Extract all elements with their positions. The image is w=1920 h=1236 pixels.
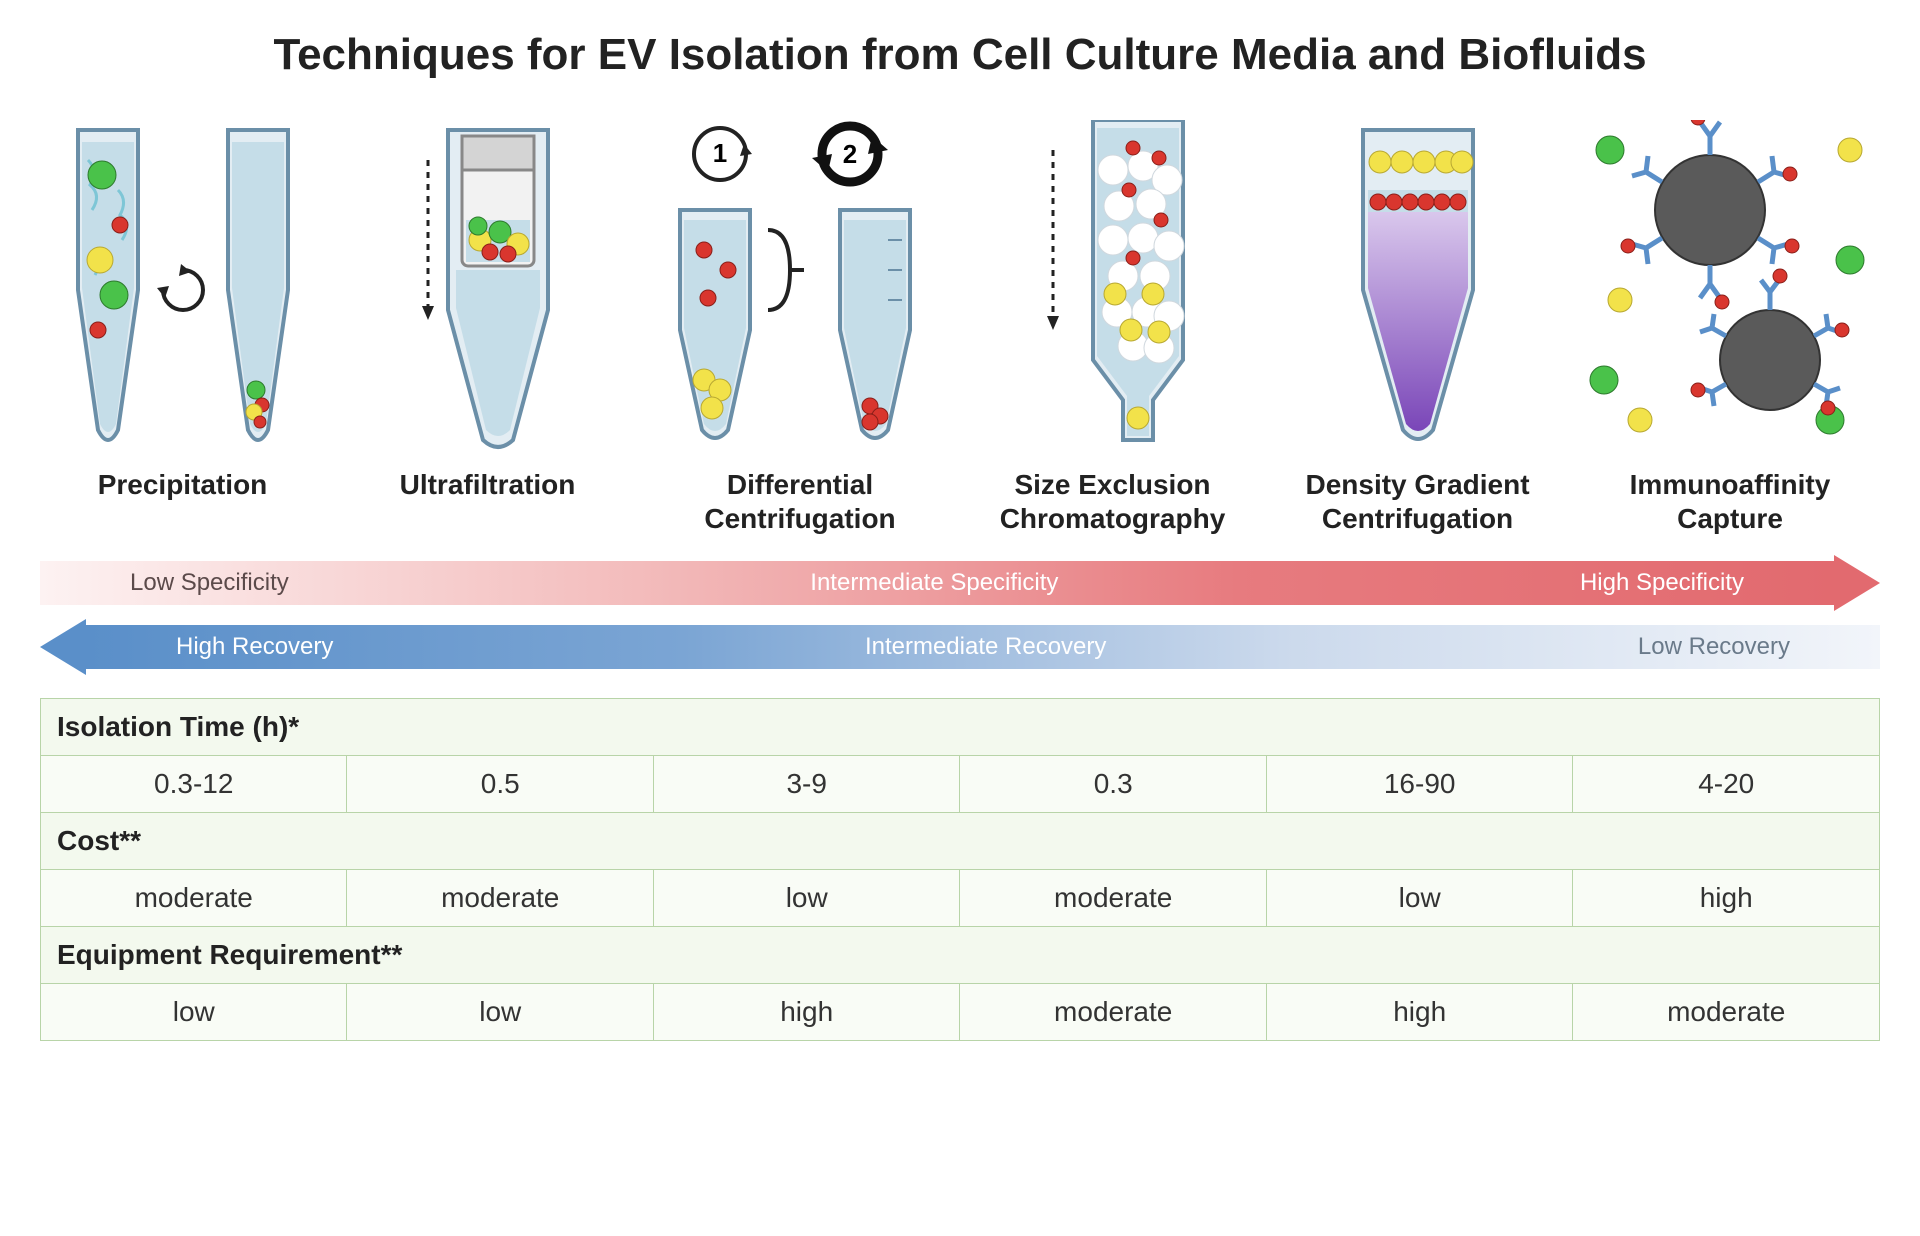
table-row: 0.3-12 0.5 3-9 0.3 16-90 4-20 — [41, 756, 1880, 813]
technique-label: Precipitation — [98, 468, 268, 538]
table-cell: 0.3-12 — [41, 756, 347, 813]
table-cell: moderate — [960, 870, 1266, 927]
table-row: moderate moderate low moderate low high — [41, 870, 1880, 927]
arrow-head-left-icon — [40, 619, 86, 675]
table-cell: moderate — [347, 870, 653, 927]
technique-label: Density GradientCentrifugation — [1305, 468, 1529, 538]
diff-centrifugation-icon: 1 2 — [650, 110, 950, 450]
table-header-cost: Cost** — [41, 813, 1880, 870]
comparison-table: Isolation Time (h)* 0.3-12 0.5 3-9 0.3 1… — [40, 698, 1880, 1041]
technique-precipitation: Precipitation — [40, 110, 325, 538]
table-cell: 16-90 — [1266, 756, 1572, 813]
sec-icon — [1003, 110, 1223, 450]
rec-mid-label: Intermediate Recovery — [865, 633, 1106, 661]
technique-ultrafiltration: Ultrafiltration — [345, 110, 630, 538]
table-cell: high — [1573, 870, 1880, 927]
immunoaffinity-icon — [1580, 110, 1880, 450]
table-cell: 3-9 — [653, 756, 959, 813]
technique-density-gradient: Density GradientCentrifugation — [1275, 110, 1560, 538]
ultrafiltration-icon — [378, 110, 598, 450]
table-cell: moderate — [1573, 984, 1880, 1041]
technique-sec: Size ExclusionChromatography — [970, 110, 1255, 538]
table-header-equipment: Equipment Requirement** — [41, 927, 1880, 984]
technique-immunoaffinity: ImmunoaffinityCapture — [1580, 110, 1880, 538]
arrow-head-right-icon — [1834, 555, 1880, 611]
table-cell: moderate — [41, 870, 347, 927]
rec-high-label: High Recovery — [176, 633, 333, 661]
spec-high-label: High Specificity — [1580, 569, 1744, 597]
page-title: Techniques for EV Isolation from Cell Cu… — [40, 30, 1880, 80]
technique-label: Ultrafiltration — [400, 468, 576, 538]
table-cell: low — [347, 984, 653, 1041]
technique-label: ImmunoaffinityCapture — [1630, 468, 1831, 538]
table-cell: low — [653, 870, 959, 927]
density-gradient-icon — [1318, 110, 1518, 450]
table-cell: 0.5 — [347, 756, 653, 813]
specificity-arrow: Low Specificity Intermediate Specificity… — [40, 558, 1880, 608]
recovery-arrow: High Recovery Intermediate Recovery Low … — [40, 622, 1880, 672]
table-cell: high — [653, 984, 959, 1041]
spec-low-label: Low Specificity — [130, 569, 289, 597]
table-cell: 0.3 — [960, 756, 1266, 813]
table-cell: high — [1266, 984, 1572, 1041]
precipitation-icon — [53, 110, 313, 450]
table-cell: low — [41, 984, 347, 1041]
table-header-isolation: Isolation Time (h)* — [41, 699, 1880, 756]
rec-low-label: Low Recovery — [1638, 633, 1790, 661]
techniques-row: Precipitation — [40, 110, 1880, 538]
table-row: low low high moderate high moderate — [41, 984, 1880, 1041]
spec-mid-label: Intermediate Specificity — [810, 569, 1058, 597]
table-cell: low — [1266, 870, 1572, 927]
technique-diff-centrifugation: 1 2 — [650, 110, 950, 538]
svg-text:2: 2 — [843, 139, 857, 169]
technique-label: Size ExclusionChromatography — [1000, 468, 1226, 538]
svg-text:1: 1 — [713, 138, 727, 168]
technique-label: DifferentialCentrifugation — [704, 468, 895, 538]
gradient-arrows: Low Specificity Intermediate Specificity… — [40, 558, 1880, 672]
table-cell: moderate — [960, 984, 1266, 1041]
table-cell: 4-20 — [1573, 756, 1880, 813]
